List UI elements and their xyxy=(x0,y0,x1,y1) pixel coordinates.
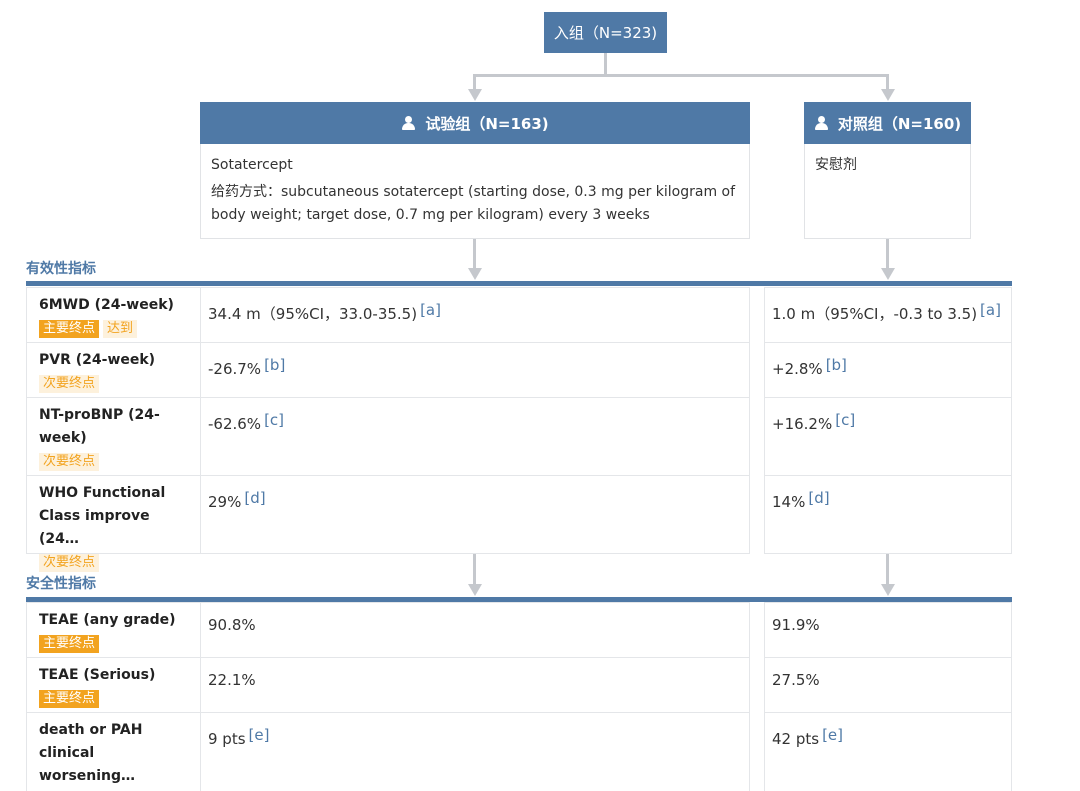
control-group-card: 对照组（N=160) 安慰剂 xyxy=(804,102,971,239)
treatment-drug: Sotatercept xyxy=(211,157,293,173)
connector-horizontal xyxy=(473,74,889,77)
control-value-cell: 91.9% xyxy=(764,602,1012,658)
arrow-down-icon xyxy=(881,268,895,280)
person-icon xyxy=(401,116,417,130)
treatment-value: 22.1% xyxy=(208,671,256,689)
control-value-cell: +16.2% [c] xyxy=(764,397,1012,476)
metric-name-cell: TEAE (any grade) 主要终点 xyxy=(26,602,201,658)
metric-name: TEAE (any grade) xyxy=(39,612,176,628)
metric-name-cell: NT-proBNP (24-week) 次要终点 xyxy=(26,397,201,476)
connector-control-safety xyxy=(886,554,889,585)
reference-link[interactable]: [c] xyxy=(264,411,285,429)
connector-to-treatment xyxy=(473,74,476,90)
endpoint-badge: 主要终点 xyxy=(39,690,100,708)
efficacy-section-label: 有效性指标 xyxy=(26,261,96,277)
metric-name-cell: TEAE (Serious) 主要终点 xyxy=(26,657,201,713)
reference-link[interactable]: [e] xyxy=(822,726,844,744)
reference-link[interactable]: [a] xyxy=(980,301,1001,319)
control-value-cell: +2.8% [b] xyxy=(764,342,1012,398)
control-value: +2.8% xyxy=(772,360,823,378)
control-value: +16.2% xyxy=(772,415,833,433)
metric-tags: 次要终点 xyxy=(39,551,194,574)
reference-link[interactable]: [e] xyxy=(248,726,270,744)
metric-name: PVR (24-week) xyxy=(39,352,156,368)
treatment-group-body: Sotatercept 给药方式：subcutaneous sotatercep… xyxy=(200,144,750,239)
treatment-value-cell: 22.1% xyxy=(200,657,750,713)
connector-treatment-efficacy xyxy=(473,239,476,269)
reference-link[interactable]: [b] xyxy=(264,356,286,374)
arrow-down-icon xyxy=(468,584,482,596)
metric-tags: 次要终点 xyxy=(39,450,194,473)
safety-section-bar xyxy=(26,597,1012,602)
person-icon xyxy=(814,116,830,130)
treatment-value-cell: -62.6% [c] xyxy=(200,397,750,476)
control-value: 42 pts xyxy=(772,730,820,748)
metric-name-cell: death or PAH clinical worsening…主要终点 xyxy=(26,712,201,791)
treatment-value: 34.4 m（95%CI，33.0-35.5) xyxy=(208,305,418,323)
metric-tags: 主要终点 达到 xyxy=(39,317,194,340)
control-group-title: 对照组（N=160) xyxy=(837,114,962,133)
treatment-value: 29% xyxy=(208,493,242,511)
metric-tags: 次要终点 xyxy=(39,372,194,395)
arrow-down-icon xyxy=(468,89,482,101)
metric-tags: 主要终点 xyxy=(39,687,194,710)
control-value-cell: 27.5% xyxy=(764,657,1012,713)
treatment-value: -26.7% xyxy=(208,360,262,378)
control-value: 91.9% xyxy=(772,616,820,634)
enrollment-box: 入组（N=323) xyxy=(544,12,667,53)
metric-name: WHO Functional Class improve (24… xyxy=(39,485,166,547)
arrow-down-icon xyxy=(881,89,895,101)
control-value-cell: 1.0 m（95%CI，-0.3 to 3.5) [a] xyxy=(764,287,1012,343)
reference-link[interactable]: [c] xyxy=(835,411,856,429)
endpoint-badge: 次要终点 xyxy=(39,453,100,471)
treatment-group-header: 试验组（N=163) xyxy=(200,102,750,144)
metric-name: 6MWD (24-week) xyxy=(39,297,174,313)
endpoint-badge: 次要终点 xyxy=(39,554,100,572)
connector-enroll-down xyxy=(604,53,607,75)
reference-link[interactable]: [b] xyxy=(825,356,847,374)
control-group-body: 安慰剂 xyxy=(804,144,971,239)
metric-name-cell: WHO Functional Class improve (24… 次要终点 xyxy=(26,475,201,572)
metric-name-cell: 6MWD (24-week) 主要终点 达到 xyxy=(26,287,201,343)
endpoint-badge: 主要终点 xyxy=(39,635,100,653)
endpoint-badge: 主要终点 xyxy=(39,320,100,338)
achieved-badge: 达到 xyxy=(103,320,138,338)
efficacy-section-bar xyxy=(26,281,1012,286)
reference-link[interactable]: [d] xyxy=(808,489,830,507)
arrow-down-icon xyxy=(881,584,895,596)
treatment-value: 9 pts xyxy=(208,730,246,748)
treatment-value-cell: -26.7% [b] xyxy=(200,342,750,398)
connector-treatment-safety xyxy=(473,554,476,585)
treatment-group-card: 试验组（N=163) Sotatercept 给药方式：subcutaneous… xyxy=(200,102,750,239)
metric-name: TEAE (Serious) xyxy=(39,667,156,683)
control-group-header: 对照组（N=160) xyxy=(804,102,971,144)
treatment-value-cell: 29% [d] xyxy=(200,475,750,554)
reference-link[interactable]: [a] xyxy=(420,301,441,319)
control-value-cell: 14% [d] xyxy=(764,475,1012,554)
connector-to-control xyxy=(886,74,889,90)
reference-link[interactable]: [d] xyxy=(244,489,266,507)
endpoint-badge: 次要终点 xyxy=(39,375,100,393)
metric-tags: 主要终点 xyxy=(39,632,194,655)
connector-control-efficacy xyxy=(886,239,889,269)
metric-name: death or PAH clinical worsening… xyxy=(39,722,143,784)
treatment-dosing: 给药方式：subcutaneous sotatercept (starting … xyxy=(211,184,736,223)
arrow-down-icon xyxy=(468,268,482,280)
treatment-value: -62.6% xyxy=(208,415,262,433)
enrollment-label: 入组（N=323) xyxy=(553,24,658,42)
treatment-value-cell: 34.4 m（95%CI，33.0-35.5) [a] xyxy=(200,287,750,343)
control-value: 27.5% xyxy=(772,671,820,689)
treatment-value-cell: 9 pts [e] xyxy=(200,712,750,791)
control-value: 1.0 m（95%CI，-0.3 to 3.5) xyxy=(772,305,978,323)
treatment-value-cell: 90.8% xyxy=(200,602,750,658)
control-drug: 安慰剂 xyxy=(815,157,857,173)
treatment-group-title: 试验组（N=163) xyxy=(425,114,549,133)
safety-section-label: 安全性指标 xyxy=(26,576,96,592)
metric-name-cell: PVR (24-week) 次要终点 xyxy=(26,342,201,398)
metric-name: NT-proBNP (24-week) xyxy=(39,407,160,446)
treatment-value: 90.8% xyxy=(208,616,256,634)
control-value-cell: 42 pts [e] xyxy=(764,712,1012,791)
control-value: 14% xyxy=(772,493,806,511)
